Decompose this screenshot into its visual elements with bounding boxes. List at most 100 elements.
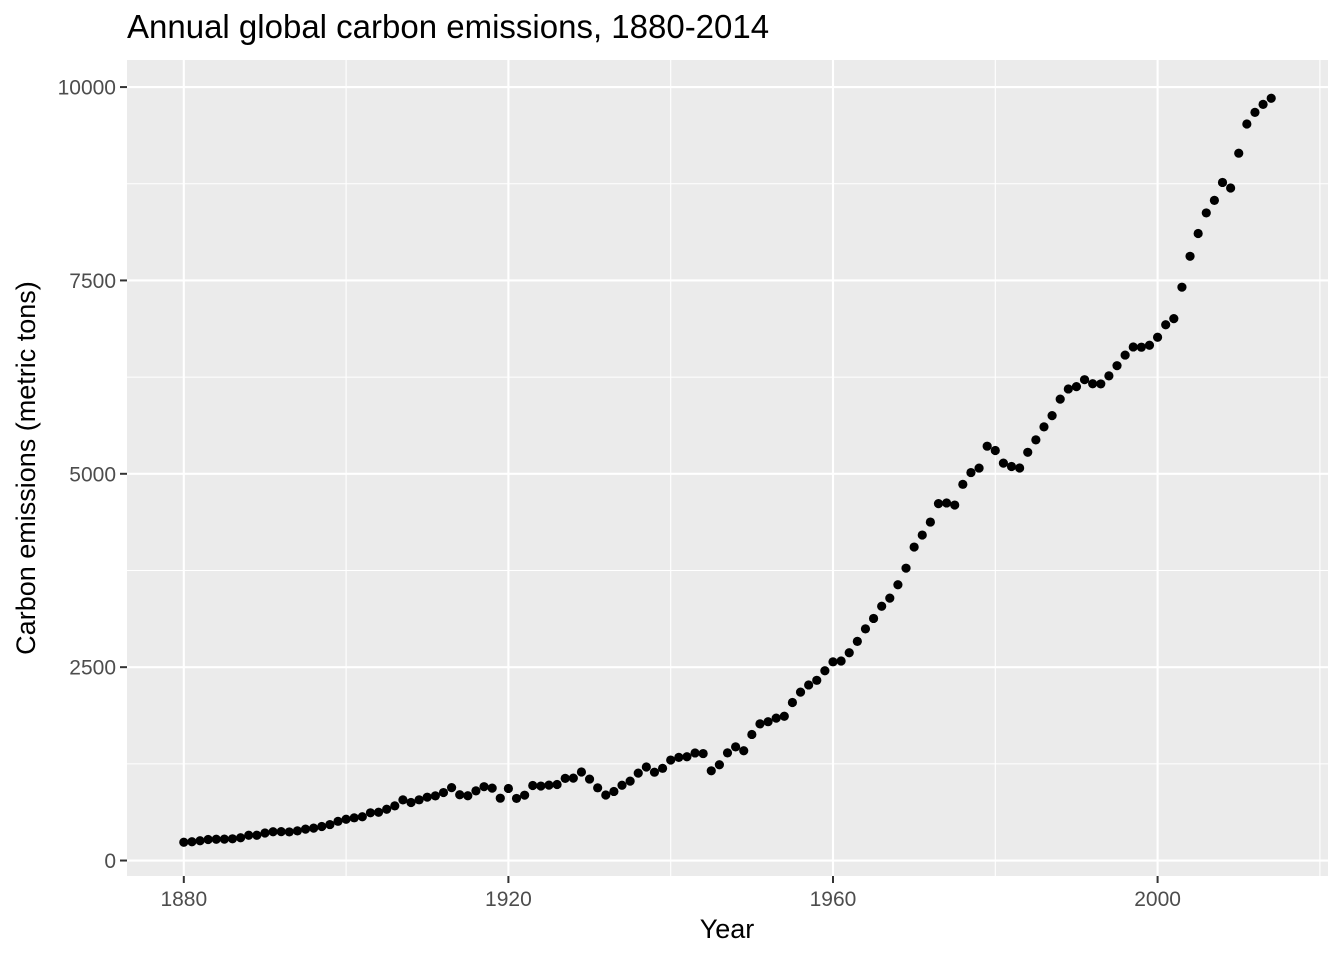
data-point: [1136, 342, 1146, 352]
data-point: [1023, 447, 1033, 457]
data-point: [974, 463, 984, 473]
data-point: [268, 827, 278, 837]
data-point: [438, 787, 449, 798]
data-point: [236, 833, 246, 843]
major-gridlines-x: [182, 60, 1159, 876]
data-point: [625, 776, 635, 786]
data-point: [795, 687, 806, 697]
data-point: [292, 826, 303, 836]
data-point: [868, 613, 879, 624]
data-point: [990, 445, 1000, 456]
y-tick-4: 10000: [58, 77, 127, 100]
data-point: [463, 791, 473, 801]
data-point: [300, 824, 311, 834]
y-tick-label: 0: [104, 850, 116, 873]
data-point: [544, 780, 554, 790]
data-point: [812, 675, 822, 685]
data-point: [1120, 350, 1130, 360]
data-point: [414, 795, 424, 805]
data-point: [1006, 461, 1017, 472]
data-point: [284, 827, 294, 837]
data-point: [771, 713, 781, 723]
x-tick-label: 1960: [810, 888, 857, 911]
data-point: [601, 790, 611, 800]
data-point: [1071, 382, 1082, 392]
data-point: [1088, 379, 1098, 389]
y-axis-title: Carbon emissions (metric tons): [11, 281, 41, 655]
data-point: [179, 837, 189, 847]
y-tick-0: 0: [104, 850, 127, 873]
data-point: [617, 780, 627, 790]
data-point: [893, 580, 903, 590]
data-point: [1226, 183, 1236, 193]
data-point: [1169, 314, 1179, 324]
data-point: [682, 752, 692, 762]
data-point: [325, 819, 335, 830]
data-point: [852, 636, 862, 647]
major-gridlines-y: [127, 86, 1328, 862]
data-point: [714, 760, 724, 770]
data-point: [479, 782, 489, 792]
data-point: [1128, 342, 1138, 352]
data-point: [398, 795, 408, 805]
y-axis: 0 2500 5000 7500 10000: [58, 77, 127, 873]
y-tick-label: 2500: [69, 657, 116, 680]
data-point: [406, 797, 416, 808]
data-point: [998, 458, 1009, 468]
data-point: [276, 827, 286, 837]
data-point: [195, 836, 205, 846]
data-point: [511, 793, 522, 804]
data-point: [925, 517, 935, 527]
data-point: [877, 601, 887, 611]
data-point: [593, 783, 603, 793]
data-point: [804, 680, 814, 690]
data-point: [966, 467, 976, 478]
data-point: [495, 793, 505, 803]
x-tick-0: 1880: [160, 876, 207, 911]
data-point: [1104, 371, 1114, 381]
y-tick-label: 5000: [69, 463, 116, 486]
x-tick-label: 1920: [485, 888, 532, 911]
data-point: [317, 821, 327, 832]
data-point: [787, 697, 798, 708]
data-point: [1185, 251, 1195, 261]
chart-title: Annual global carbon emissions, 1880-201…: [127, 8, 769, 45]
data-point: [503, 783, 513, 794]
data-point: [422, 792, 432, 802]
data-point: [536, 781, 546, 791]
data-point: [390, 801, 400, 811]
data-point: [836, 656, 846, 666]
x-tick-label: 2000: [1134, 888, 1181, 911]
data-point: [487, 783, 497, 793]
data-point: [1047, 411, 1057, 421]
x-tick-label: 1880: [160, 888, 207, 911]
data-point: [958, 479, 968, 489]
data-point: [211, 834, 221, 844]
data-point: [584, 774, 595, 784]
data-point: [722, 748, 733, 758]
data-point: [1055, 394, 1065, 404]
data-point: [1079, 375, 1090, 385]
data-point: [674, 752, 684, 762]
x-tick-1: 1920: [485, 876, 532, 911]
data-point: [706, 766, 716, 776]
x-tick-3: 2000: [1134, 876, 1181, 911]
data-point: [219, 834, 229, 844]
data-point: [1193, 228, 1203, 239]
data-point: [552, 779, 562, 790]
data-point: [933, 499, 944, 509]
data-point: [471, 786, 481, 796]
data-point: [1031, 435, 1041, 445]
data-point: [1258, 99, 1268, 109]
data-point: [365, 808, 376, 818]
data-point: [1096, 379, 1106, 389]
minor-gridlines-y: [127, 183, 1328, 765]
data-point: [755, 719, 765, 729]
data-point: [1144, 340, 1155, 350]
x-tick-2: 1960: [810, 876, 857, 911]
data-point: [909, 542, 919, 552]
data-point: [1152, 332, 1163, 342]
data-point: [1209, 195, 1219, 205]
data-point: [698, 748, 708, 759]
data-point: [763, 717, 773, 727]
